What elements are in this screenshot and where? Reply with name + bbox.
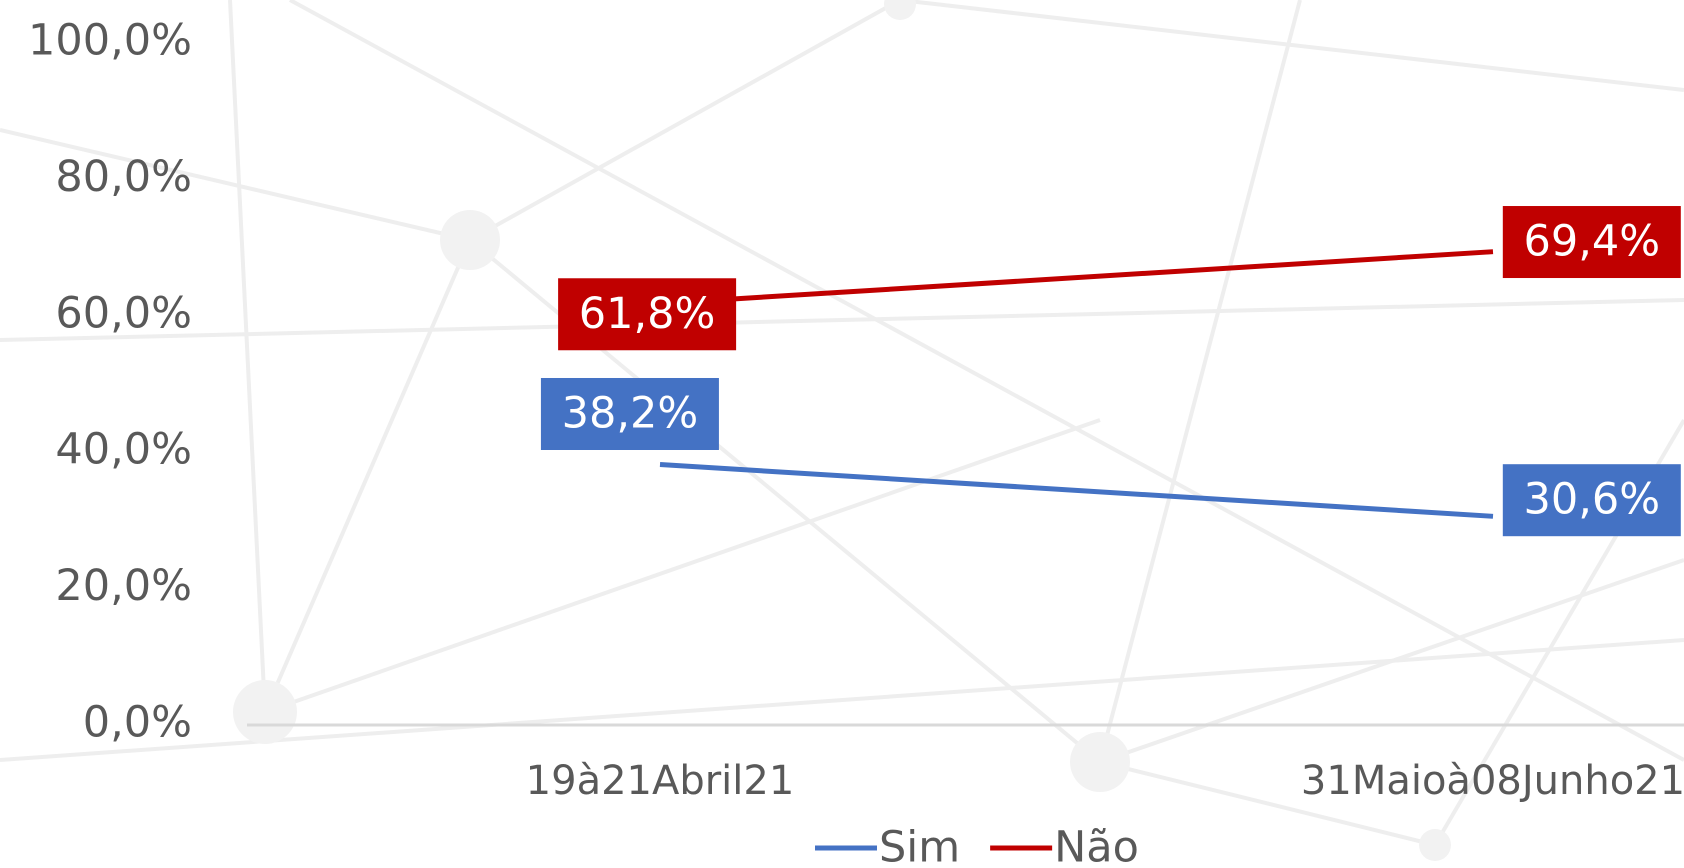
value-label: 69,4%	[1524, 217, 1661, 267]
y-tick-label: 0,0%	[83, 698, 192, 748]
y-tick-label: 100,0%	[28, 16, 192, 66]
line	[659, 249, 1494, 307]
value-label: 38,2%	[562, 388, 699, 438]
value-label-box	[1502, 464, 1681, 537]
line	[659, 461, 1494, 519]
legend-label: Sim	[879, 823, 960, 868]
value-label-box	[540, 377, 719, 450]
y-tick-label: 60,0%	[55, 288, 192, 338]
y-tick-label: 20,0%	[55, 561, 192, 611]
value-label: 61,8%	[579, 289, 716, 339]
value-label: 30,6%	[1524, 475, 1661, 525]
y-tick-label: 80,0%	[55, 152, 192, 202]
value-label-box	[558, 278, 737, 351]
y-tick-label: 40,0%	[55, 425, 192, 475]
legend-label: Não	[1054, 823, 1139, 868]
x-tick-label: 31Maioà08Junho21	[1301, 758, 1684, 804]
value-label-box	[1502, 206, 1681, 279]
x-tick-label: 19à21Abril21	[526, 758, 795, 804]
